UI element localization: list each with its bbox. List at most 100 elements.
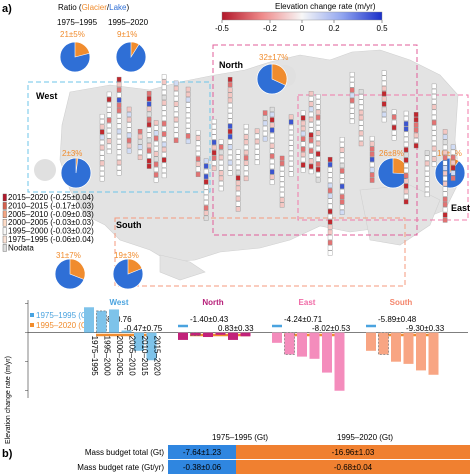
elevation-cell [339,147,345,153]
elevation-cell [106,133,112,139]
elevation-cell [288,140,294,146]
elevation-cell [185,118,191,123]
colorbar-tick-label: 0 [300,24,305,33]
elevation-cell [203,215,209,221]
elevation-cell [235,190,241,196]
elevation-cell [403,142,409,148]
legend-label: 2005–2010 (-0.09±0.03) [8,210,94,219]
elevation-cell [173,127,179,133]
elevation-cell [431,114,437,120]
elevation-cell [403,110,409,116]
elevation-cell [161,89,167,95]
elevation-cell [279,155,285,161]
elevation-cell [450,149,456,155]
legend-label: 2000–2005 (-0.03±0.03) [8,218,94,227]
elevation-cell [185,86,191,92]
elevation-cell [327,172,333,178]
elevation-cell [185,133,191,139]
elevation-cell [358,120,364,126]
elevation-cell [126,111,132,117]
elevation-cell [161,152,167,158]
elevation-cell [116,149,122,155]
table-value-period2: -0.68±0.04 [334,463,373,472]
elevation-cell [442,181,448,187]
elevation-cell [203,210,209,216]
elevation-cell [146,153,152,159]
pie-label-south-1: 31±7% [56,251,81,260]
elevation-cell [403,162,409,168]
elevation-cell [211,129,217,135]
elevation-cell [442,170,448,176]
elevation-cell [315,104,321,110]
elevation-cell [339,152,345,158]
table-col-header-1: 1975–1995 (Gt) [212,433,268,442]
elevation-cell [116,97,122,103]
elevation-cell [106,107,112,113]
elevation-cell [269,112,275,118]
elevation-cell [413,143,419,149]
colorbar-tick-label: -0.5 [215,24,229,33]
elevation-cell [442,176,448,182]
elevation-cell [146,127,152,133]
elevation-cell [227,102,233,108]
bar-west-5 [146,332,157,361]
bar-west-0 [84,307,94,333]
bar-x-tick-label: 2005–2010 [128,336,137,377]
elevation-cell [424,186,430,192]
elevation-cell [173,111,179,117]
elevation-cell [369,136,375,142]
elevation-cell [279,197,285,203]
pie-north-glacier [271,63,288,86]
elevation-cell [203,184,209,190]
elevation-cell [431,140,437,146]
elevation-cell [315,114,321,120]
panel-a-label: a) [2,3,12,15]
bar-east-2 [297,332,307,357]
period-legend: 2015–2020 (-0.25±0.04)2010–2015 (-0.17±0… [2,193,94,252]
elevation-cell [126,117,132,123]
elevation-cell [327,250,333,256]
group-title-east: East [299,298,316,307]
elevation-cell [173,106,179,112]
elevation-cell [161,121,167,127]
elevation-cell [106,143,112,149]
elevation-cell [173,80,179,86]
elevation-cell [106,122,112,128]
elevation-cell [116,165,122,171]
elevation-cell [369,162,375,168]
elevation-cell [227,97,233,103]
elevation-cell [279,186,285,192]
elevation-cell [218,154,224,160]
elevation-cell [413,117,419,123]
elevation-cell [106,138,112,144]
elevation-cell [235,206,241,212]
elevation-cell [99,155,105,161]
elevation-cell [413,112,419,117]
elevation-cell [195,130,201,136]
elevation-cell [424,150,430,156]
elevation-cell [218,175,224,181]
elevation-cell [153,156,159,162]
elevation-cell [327,240,333,246]
elevation-cell [254,138,260,144]
elevation-cell [442,134,448,140]
elevation-cell [308,132,314,138]
elevation-cell [403,121,409,127]
bar-south-4 [416,332,426,371]
legend-label: 2010–2015 (-0.17±0.03) [8,201,94,210]
elevation-cell [173,122,179,128]
elevation-cell [381,86,387,92]
elevation-cell [146,90,152,96]
elevation-cell [339,173,345,179]
ratio-pies [54,41,466,290]
elevation-cell [327,234,333,240]
elevation-cell [116,144,122,150]
elevation-cell [442,165,448,171]
elevation-cell [116,92,122,98]
elevation-cell [146,96,152,102]
elevation-cell [308,127,314,133]
elevation-cell [161,74,167,80]
elevation-cell [153,135,159,141]
elevation-cell [358,89,364,95]
elevation-cell [327,177,333,183]
